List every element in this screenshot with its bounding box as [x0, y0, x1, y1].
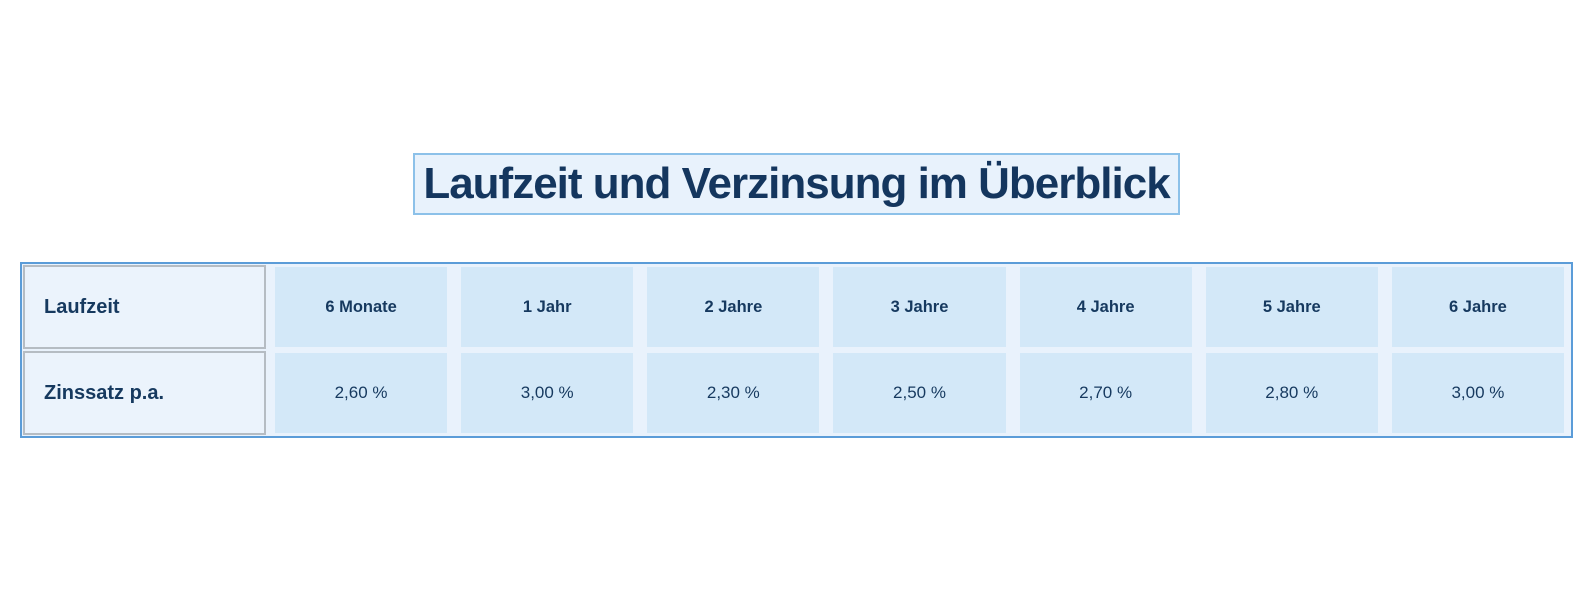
column-header-2-jahre: 2 Jahre [647, 267, 820, 348]
rate-value-6-monate: 2,60 % [275, 353, 448, 434]
column-header-3-jahre: 3 Jahre [833, 267, 1006, 348]
rate-value-2-jahre: 2,30 % [647, 353, 820, 434]
row-label-zinssatz: Zinssatz p.a. [23, 351, 266, 436]
column-header-4-jahre: 4 Jahre [1019, 267, 1192, 348]
column-header-5-jahre: 5 Jahre [1205, 267, 1378, 348]
table-corner-label: Laufzeit [23, 265, 266, 350]
interest-rates-table: Laufzeit 6 Monate 1 Jahr 2 Jahre 3 Jahre… [20, 262, 1573, 439]
column-header-6-monate: 6 Monate [275, 267, 448, 348]
column-header-1-jahr: 1 Jahr [461, 267, 634, 348]
page-title: Laufzeit und Verzinsung im Überblick [413, 153, 1180, 216]
rate-value-6-jahre: 3,00 % [1391, 353, 1564, 434]
rate-value-1-jahr: 3,00 % [461, 353, 634, 434]
column-header-6-jahre: 6 Jahre [1391, 267, 1564, 348]
rate-value-3-jahre: 2,50 % [833, 353, 1006, 434]
rate-value-4-jahre: 2,70 % [1019, 353, 1192, 434]
rate-value-5-jahre: 2,80 % [1205, 353, 1378, 434]
title-section: Laufzeit und Verzinsung im Überblick [0, 0, 1593, 216]
